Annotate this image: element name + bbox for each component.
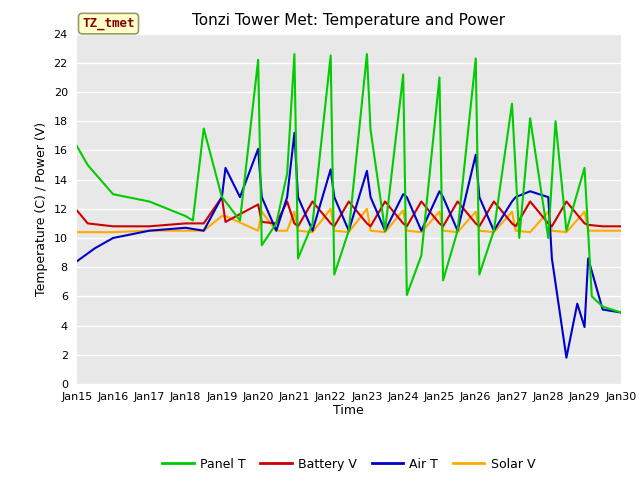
Text: TZ_tmet: TZ_tmet [82, 17, 135, 30]
Y-axis label: Temperature (C) / Power (V): Temperature (C) / Power (V) [35, 122, 48, 296]
Title: Tonzi Tower Met: Temperature and Power: Tonzi Tower Met: Temperature and Power [192, 13, 506, 28]
X-axis label: Time: Time [333, 405, 364, 418]
Legend: Panel T, Battery V, Air T, Solar V: Panel T, Battery V, Air T, Solar V [157, 453, 540, 476]
